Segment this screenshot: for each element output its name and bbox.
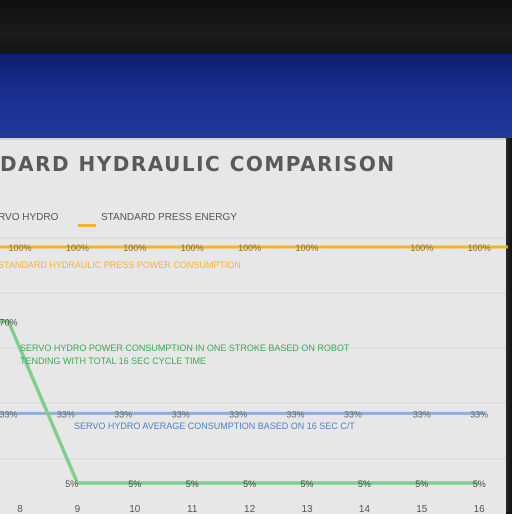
data-label: 100% (66, 243, 89, 253)
x-tick-label: 14 (359, 504, 371, 512)
data-label: 5% (128, 479, 141, 489)
legend-swatch-standard (78, 224, 96, 227)
legend-item-standard-press: STANDARD PRESS ENERGY (101, 212, 237, 223)
data-label: 100% (181, 243, 204, 253)
x-tick-label: 10 (129, 504, 141, 512)
data-label: 33% (0, 409, 18, 419)
data-label: 33% (114, 409, 132, 419)
data-label: 33% (286, 409, 304, 419)
chart-title: DARD HYDRAULIC COMPARISON (0, 152, 396, 176)
data-label: 5% (415, 479, 428, 489)
data-label: 33% (344, 409, 362, 419)
data-label: 5% (358, 479, 371, 489)
dark-background (0, 0, 512, 56)
slide-header-band (0, 54, 512, 140)
data-label: 5% (243, 479, 256, 489)
annotation-text: STANDARD HYDRAULIC PRESS POWER CONSUMPTI… (0, 260, 241, 270)
x-tick-label: 11 (187, 504, 198, 512)
data-label: 5% (65, 479, 78, 489)
data-label: 100% (8, 243, 31, 253)
data-label: 5% (300, 479, 313, 489)
data-label: 100% (238, 243, 261, 253)
annotation-text: SERVO HYDRO AVERAGE CONSUMPTION BASED ON… (74, 421, 355, 431)
data-label: 100% (295, 243, 318, 253)
data-label: 33% (413, 409, 431, 419)
data-label: 5% (186, 479, 199, 489)
annotation-text: TENDING WITH TOTAL 16 SEC CYCLE TIME (20, 356, 206, 366)
x-tick-label: 8 (17, 504, 23, 512)
data-label: 5% (473, 479, 486, 489)
x-tick-label: 15 (416, 504, 428, 512)
annotation-text: SERVO HYDRO POWER CONSUMPTION IN ONE STR… (20, 343, 350, 353)
data-label: 33% (57, 409, 75, 419)
data-label: 70% (0, 318, 18, 328)
screen-edge (506, 138, 512, 512)
x-tick-label: 9 (75, 504, 81, 512)
slide-panel (0, 138, 506, 514)
x-tick-label: 16 (474, 504, 486, 512)
series-line-servo-stroke (0, 319, 480, 485)
data-label: 33% (229, 409, 247, 419)
x-tick-label: 13 (301, 504, 313, 512)
x-tick-label: 12 (244, 504, 256, 512)
data-label: 33% (172, 409, 190, 419)
data-label: 100% (410, 243, 433, 253)
data-label: 33% (470, 409, 488, 419)
data-label: 100% (468, 243, 491, 253)
data-label: 100% (123, 243, 146, 253)
legend-item-servo-hydro: RVO HYDRO (0, 212, 59, 223)
